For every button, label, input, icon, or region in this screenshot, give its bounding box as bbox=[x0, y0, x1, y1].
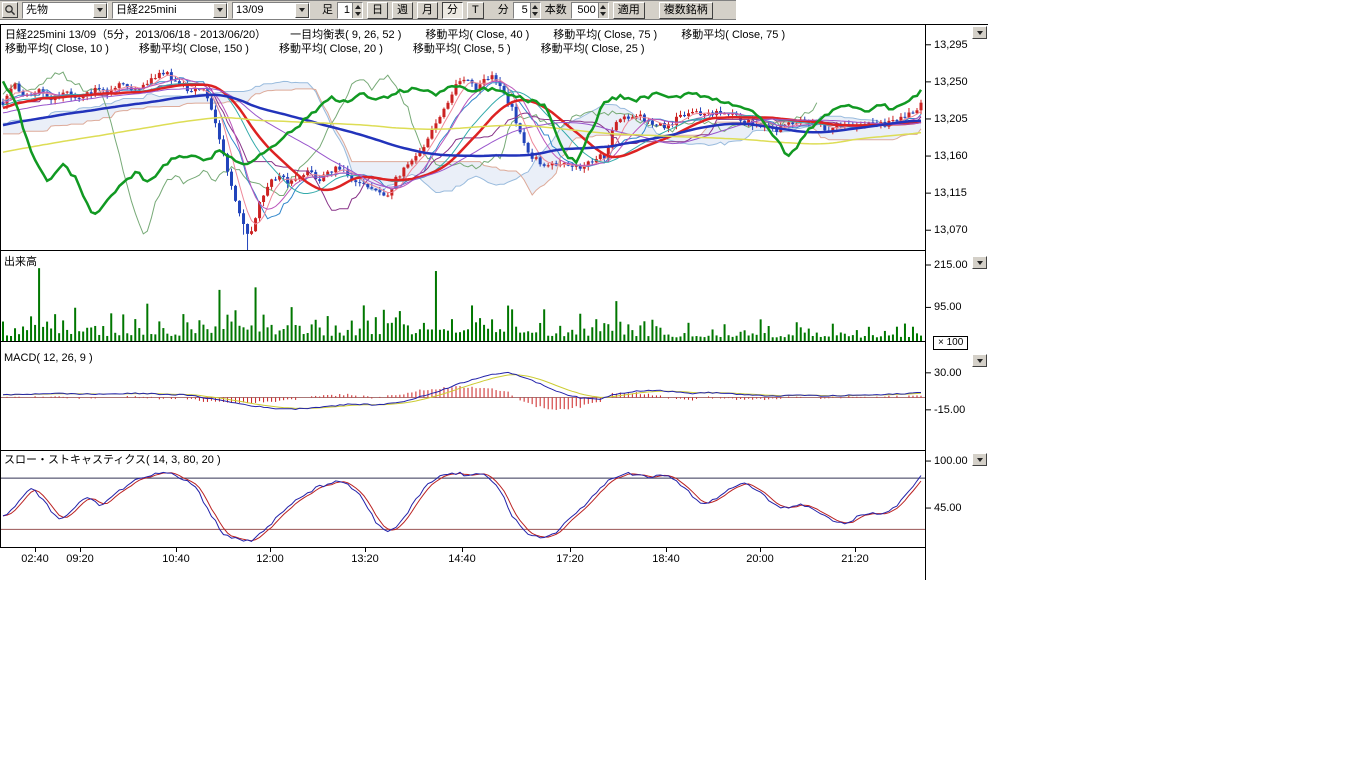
multi-symbol-button[interactable]: 複数銘柄 bbox=[659, 2, 713, 19]
period-week-button[interactable]: 週 bbox=[392, 2, 413, 19]
period-month-button[interactable]: 月 bbox=[417, 2, 438, 19]
bar-count-label: 本数 bbox=[545, 3, 567, 18]
legend-ma-5: 移動平均( Close, 5 ) bbox=[413, 40, 511, 56]
volume-multiplier-badge: × 100 bbox=[933, 336, 968, 350]
price-panel-dropdown-button[interactable] bbox=[972, 26, 987, 39]
spinner-arrows-icon[interactable] bbox=[352, 3, 362, 18]
time-axis-label: 18:40 bbox=[652, 553, 680, 565]
time-axis-label: 10:40 bbox=[162, 553, 190, 565]
time-axis-label: 14:40 bbox=[448, 553, 476, 565]
trading-chart-window: 先物 日経225mini 13/09 足 1 日 週 月 分 T 分 5 本数 … bbox=[0, 0, 1366, 768]
legend-ma-20: 移動平均( Close, 20 ) bbox=[279, 40, 383, 56]
chevron-down-icon[interactable] bbox=[93, 3, 107, 18]
volume-panel-title: 出来高 bbox=[4, 253, 37, 269]
time-axis-label: 13:20 bbox=[351, 553, 379, 565]
macd-axis-label: -15.00 bbox=[934, 404, 965, 416]
bar-multiplier-input[interactable]: 1 bbox=[337, 2, 363, 19]
chevron-down-icon bbox=[977, 31, 983, 35]
instrument-type-select[interactable]: 先物 bbox=[22, 2, 108, 19]
stoch-axis-label: 100.00 bbox=[934, 455, 968, 467]
time-axis-label: 21:20 bbox=[841, 553, 869, 565]
minute-value: 5 bbox=[514, 3, 530, 18]
search-icon-button[interactable] bbox=[2, 2, 18, 18]
symbol-select[interactable]: 日経225mini bbox=[112, 2, 228, 19]
spinner-arrows-icon[interactable] bbox=[530, 3, 540, 18]
time-axis-label: 09:20 bbox=[66, 553, 94, 565]
volume-axis-label: 95.00 bbox=[934, 301, 962, 313]
instrument-type-value: 先物 bbox=[23, 3, 93, 18]
stoch-axis-label: 45.00 bbox=[934, 502, 962, 514]
legend-ma-25: 移動平均( Close, 25 ) bbox=[541, 40, 645, 56]
period-day-button[interactable]: 日 bbox=[367, 2, 388, 19]
contract-month-select[interactable]: 13/09 bbox=[232, 2, 310, 19]
macd-panel-dropdown-button[interactable] bbox=[972, 354, 987, 367]
chart-legend-row-2: 移動平均( Close, 10 ) 移動平均( Close, 150 ) 移動平… bbox=[5, 40, 645, 56]
bar-count-input[interactable]: 500 bbox=[571, 2, 609, 19]
chevron-down-icon bbox=[977, 261, 983, 265]
chevron-down-icon bbox=[977, 458, 983, 462]
contract-month-value: 13/09 bbox=[233, 3, 295, 18]
price-axis-label: 13,295 bbox=[934, 39, 968, 51]
period-minute-button[interactable]: 分 bbox=[442, 2, 463, 19]
symbol-value: 日経225mini bbox=[113, 3, 213, 18]
minute-unit-label: 分 bbox=[498, 3, 509, 18]
chevron-down-icon[interactable] bbox=[213, 3, 227, 18]
price-axis-label: 13,250 bbox=[934, 76, 968, 88]
price-axis-label: 13,205 bbox=[934, 113, 968, 125]
chart-canvas[interactable] bbox=[0, 0, 990, 582]
bar-type-label: 足 bbox=[322, 3, 333, 18]
bar-multiplier-value: 1 bbox=[338, 3, 352, 18]
macd-axis-label: 30.00 bbox=[934, 367, 962, 379]
macd-panel-title: MACD( 12, 26, 9 ) bbox=[4, 352, 93, 364]
period-tick-button[interactable]: T bbox=[467, 2, 484, 19]
spinner-arrows-icon[interactable] bbox=[598, 3, 608, 18]
time-axis-label: 12:00 bbox=[256, 553, 284, 565]
time-axis-label: 02:40 bbox=[21, 553, 49, 565]
price-axis-label: 13,160 bbox=[934, 150, 968, 162]
legend-ma-150: 移動平均( Close, 150 ) bbox=[139, 40, 249, 56]
bar-count-value: 500 bbox=[572, 3, 598, 18]
time-axis-label: 17:20 bbox=[556, 553, 584, 565]
legend-ma-10: 移動平均( Close, 10 ) bbox=[5, 40, 109, 56]
price-axis-label: 13,070 bbox=[934, 224, 968, 236]
time-axis-label: 20:00 bbox=[746, 553, 774, 565]
stoch-panel-title: スロー・ストキャスティクス( 14, 3, 80, 20 ) bbox=[4, 451, 221, 467]
volume-axis-label: 215.00 bbox=[934, 259, 968, 271]
price-axis-label: 13,115 bbox=[934, 187, 967, 199]
apply-button[interactable]: 適用 bbox=[613, 2, 645, 19]
toolbar: 先物 日経225mini 13/09 足 1 日 週 月 分 T 分 5 本数 … bbox=[0, 0, 736, 20]
search-icon bbox=[4, 4, 16, 16]
volume-panel-dropdown-button[interactable] bbox=[972, 256, 987, 269]
chevron-down-icon bbox=[977, 359, 983, 363]
legend-ma-75b: 移動平均( Close, 75 ) bbox=[681, 26, 785, 42]
minute-value-input[interactable]: 5 bbox=[513, 2, 541, 19]
stoch-panel-dropdown-button[interactable] bbox=[972, 453, 987, 466]
chevron-down-icon[interactable] bbox=[295, 3, 309, 18]
